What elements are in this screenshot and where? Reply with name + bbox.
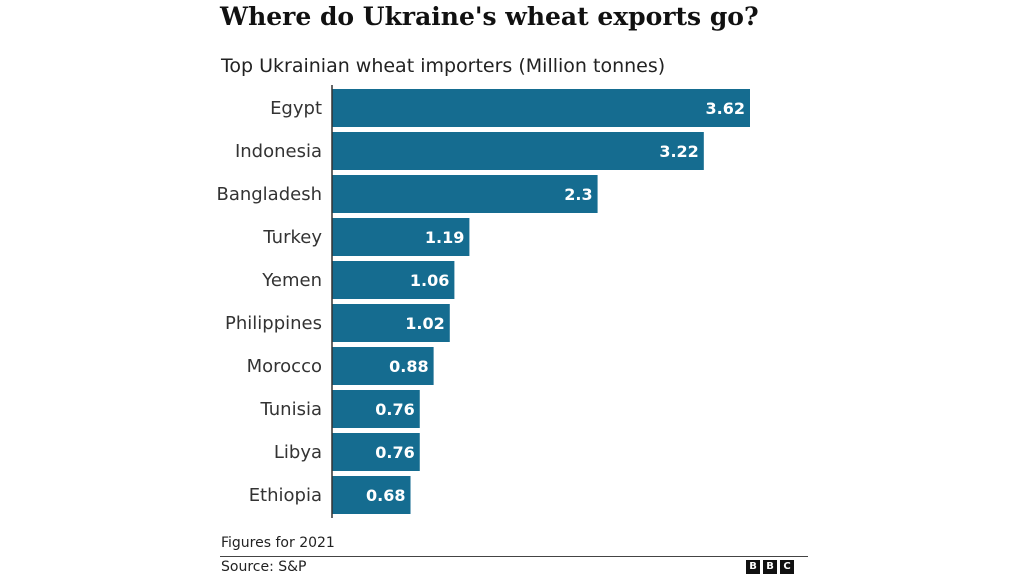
category-label-indonesia: Indonesia xyxy=(235,141,322,162)
bbc-logo: B B C xyxy=(746,560,794,574)
bar-tunisia xyxy=(332,390,420,428)
category-label-yemen: Yemen xyxy=(261,270,322,291)
category-label-egypt: Egypt xyxy=(270,98,322,119)
category-label-morocco: Morocco xyxy=(247,356,322,377)
bar-philippines xyxy=(332,304,450,342)
value-label-yemen: 1.06 xyxy=(410,271,449,290)
value-label-libya: 0.76 xyxy=(375,443,414,462)
bar-libya xyxy=(332,433,420,471)
logo-letter-b2: B xyxy=(763,560,777,574)
bar-egypt xyxy=(332,89,750,127)
logo-letter-b1: B xyxy=(746,560,760,574)
chart-title: Where do Ukraine's wheat exports go? xyxy=(220,2,759,31)
value-label-egypt: 3.62 xyxy=(706,99,745,118)
bar-morocco xyxy=(332,347,434,385)
bar-bangladesh xyxy=(332,175,598,213)
category-label-tunisia: Tunisia xyxy=(260,399,323,420)
value-label-bangladesh: 2.3 xyxy=(564,185,592,204)
bar-indonesia xyxy=(332,132,704,170)
category-label-turkey: Turkey xyxy=(262,227,322,248)
bar-yemen xyxy=(332,261,455,299)
value-label-indonesia: 3.22 xyxy=(659,142,698,161)
bar-turkey xyxy=(332,218,470,256)
footer-divider xyxy=(220,556,808,557)
category-label-bangladesh: Bangladesh xyxy=(216,184,322,205)
logo-letter-c: C xyxy=(780,560,794,574)
footnote: Figures for 2021 xyxy=(221,535,335,551)
value-label-morocco: 0.88 xyxy=(389,357,428,376)
value-label-tunisia: 0.76 xyxy=(375,400,414,419)
category-label-ethiopia: Ethiopia xyxy=(249,485,322,506)
category-label-libya: Libya xyxy=(274,442,322,463)
value-label-turkey: 1.19 xyxy=(425,228,464,247)
source-note: Source: S&P xyxy=(221,559,307,575)
value-label-philippines: 1.02 xyxy=(405,314,444,333)
category-label-philippines: Philippines xyxy=(225,313,322,334)
chart-subtitle: Top Ukrainian wheat importers (Million t… xyxy=(221,55,666,77)
bar-ethiopia xyxy=(332,476,411,514)
value-label-ethiopia: 0.68 xyxy=(366,486,405,505)
bar-chart: Egypt 3.62 Indonesia 3.22 Bangladesh 2.3 Turke… xyxy=(216,85,750,518)
